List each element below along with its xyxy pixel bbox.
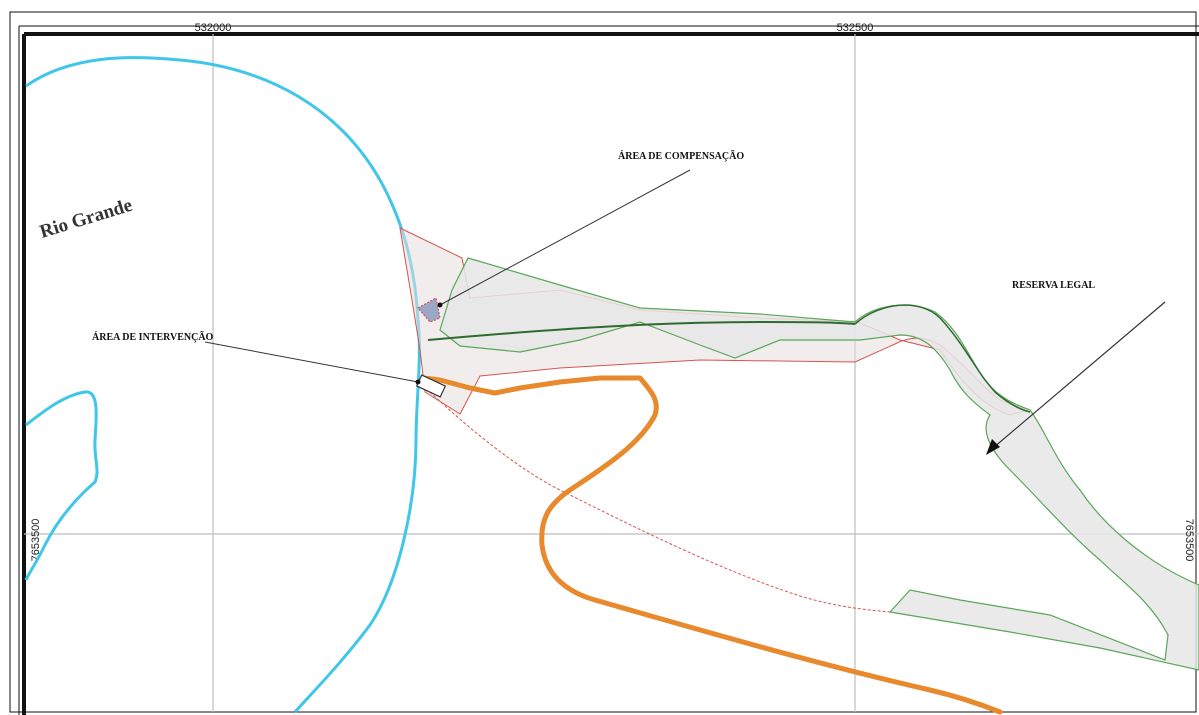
leader-dot-compensation xyxy=(437,302,443,308)
reserve-outer-edge xyxy=(854,304,1031,413)
leader-line-intervention xyxy=(204,341,419,383)
river-island-bank xyxy=(24,390,99,581)
grid-label-y-right: 7653500 xyxy=(1183,519,1195,562)
river-label: Rio Grande xyxy=(37,195,134,243)
leader-line-compensation xyxy=(439,169,691,306)
outer-frame xyxy=(9,11,1197,713)
leader-line-reserve xyxy=(992,301,1166,449)
reserve-corridor-line xyxy=(427,320,856,341)
river-main-bank xyxy=(25,56,421,713)
road xyxy=(421,375,1003,715)
property-boundary-dashed xyxy=(429,391,891,613)
coordinate-grid xyxy=(24,34,1199,712)
label-legal-reserve: RESERVA LEGAL xyxy=(1012,280,1095,291)
grid-label-x-left: 532000 xyxy=(195,22,232,34)
arrowhead-reserve xyxy=(986,439,1000,455)
label-compensation-area: ÁREA DE COMPENSAÇÃO xyxy=(618,150,744,162)
leader-lines xyxy=(204,169,1166,455)
grid-label-y-left: 7653500 xyxy=(30,519,42,562)
label-intervention-area: ÁREA DE INTERVENÇÃO xyxy=(92,331,214,343)
legal-reserve-area xyxy=(439,257,1199,671)
grid-label-x-right: 532500 xyxy=(837,22,874,34)
compensation-area-polygon xyxy=(417,297,441,323)
leader-dot-intervention xyxy=(415,379,421,385)
